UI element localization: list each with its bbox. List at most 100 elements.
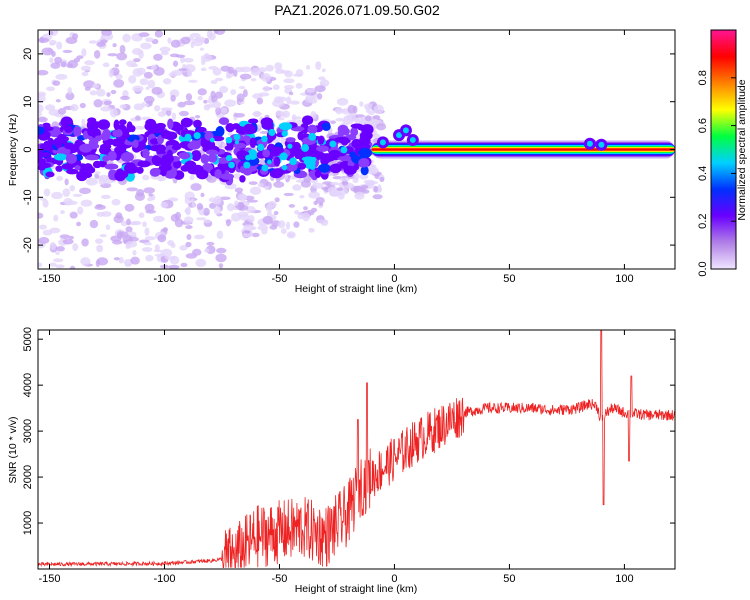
spectrogram-noise-blob: [130, 256, 140, 265]
spectrogram-noise-blob: [142, 221, 147, 228]
spectrogram-noise-blob: [52, 258, 64, 263]
y-tick-label: 2000: [22, 465, 34, 489]
spectrogram-core-blob: [260, 117, 274, 127]
spectrogram-core-blob: [211, 135, 225, 142]
spectrogram-noise-blob: [126, 187, 138, 192]
spectrogram-noise-blob: [42, 199, 49, 208]
y-tick-label: 3000: [22, 419, 34, 443]
spectrogram-noise-blob: [81, 118, 86, 128]
spectrogram-noise-blob: [256, 97, 264, 105]
spectrogram-noise-blob: [288, 204, 296, 208]
spectrogram-core-blob: [218, 117, 230, 125]
spectrogram-noise-blob: [190, 41, 195, 49]
spectrogram-noise-blob: [346, 114, 356, 119]
spectrogram-noise-blob: [105, 224, 111, 231]
spectrogram-bump-core: [586, 140, 593, 147]
spectrogram-noise-blob: [327, 186, 339, 194]
colorbar-tick-label: 0.0: [697, 261, 709, 276]
spectrogram-noise-blob: [48, 262, 57, 267]
spectrogram-noise-blob: [192, 248, 202, 256]
spectrogram-noise-blob: [147, 197, 153, 202]
spectrogram-noise-blob: [200, 67, 207, 72]
spectrogram-noise-blob: [83, 80, 95, 89]
spectrogram-noise-blob: [116, 52, 128, 61]
spectrogram-noise-blob: [141, 102, 146, 108]
spectrogram-noise-blob: [38, 262, 43, 268]
spectrogram-noise-blob: [274, 62, 283, 70]
spectrogram-core-blob: [150, 124, 165, 134]
spectrogram-peak: [340, 146, 348, 154]
spectrogram-noise-blob: [262, 215, 273, 225]
spectrogram-noise-blob: [136, 67, 146, 75]
spectrogram-noise-blob: [144, 227, 150, 236]
spectrogram-core-blob: [328, 149, 341, 159]
spectrogram-noise-blob: [206, 175, 217, 183]
spectrogram-noise-blob: [143, 242, 152, 246]
spectrogram-noise-blob: [306, 88, 316, 93]
x-tick-label: -50: [272, 573, 288, 585]
spectrogram-core-blob: [107, 150, 117, 161]
spectrogram-noise-blob: [96, 244, 104, 253]
spectrogram-peak: [184, 133, 192, 141]
spectrogram-noise-blob: [226, 203, 235, 212]
spectrogram-noise-blob: [135, 115, 141, 121]
spectrogram-core-blob: [76, 170, 88, 182]
spectrogram-noise-blob: [95, 204, 103, 208]
spectrogram-noise-blob: [59, 234, 71, 240]
spectrogram-core-blob: [302, 115, 314, 126]
spectrogram-noise-blob: [238, 86, 246, 90]
spectrogram-noise-blob: [131, 48, 143, 56]
spectrogram-noise-blob: [227, 132, 233, 136]
spectrogram-noise-blob: [81, 71, 89, 77]
spectrogram-noise-blob: [248, 181, 258, 185]
spectrogram-noise-blob: [230, 89, 237, 96]
spectrogram-noise-blob: [38, 93, 46, 103]
spectrogram-noise-blob: [38, 37, 50, 43]
spectrogram-noise-blob: [190, 183, 202, 191]
spectrogram-noise-blob: [375, 123, 387, 131]
spectrogram-noise-blob: [120, 95, 130, 101]
spectrogram-core-blob: [239, 175, 246, 183]
spectrogram-tone-band: [371, 148, 675, 151]
spectrogram-noise-blob: [171, 112, 177, 121]
spectrogram-noise-blob: [215, 253, 227, 263]
spectrogram-noise-blob: [336, 97, 349, 106]
spectrogram-core-blob: [249, 137, 257, 149]
spectrogram-noise-blob: [147, 79, 156, 89]
spectrogram-core-blob: [94, 135, 102, 142]
spectrogram-noise-blob: [96, 88, 106, 97]
spectrogram-noise-blob: [319, 202, 324, 206]
spectrogram-noise-blob: [168, 72, 178, 77]
spectrogram-core-blob: [191, 150, 202, 162]
spectrogram-noise-blob: [196, 217, 206, 221]
spectrogram-noise-blob: [94, 171, 101, 175]
spectrogram-noise-blob: [291, 114, 297, 122]
spectrogram-noise-blob: [234, 187, 244, 193]
spectrogram-noise-blob: [55, 73, 68, 80]
spectrogram-noise-blob: [49, 242, 57, 250]
spectrogram-noise-blob: [196, 202, 204, 211]
spectrogram-core-blob: [92, 160, 102, 169]
spectrogram-peak: [268, 128, 276, 136]
spectrogram-peak: [228, 161, 235, 169]
spectrogram-core-blob: [307, 124, 318, 135]
spectrogram-noise-blob: [110, 235, 122, 242]
spectrogram-noise-blob: [361, 189, 370, 194]
spectrogram-core-blob: [269, 169, 283, 179]
spectrogram-noise-blob: [153, 215, 165, 223]
spectrogram-peak: [234, 140, 239, 145]
spectrogram-noise-blob: [120, 220, 128, 227]
spectrogram-noise-blob: [353, 172, 360, 180]
spectrogram-noise-blob: [208, 197, 217, 203]
spectrogram-core-blob: [111, 138, 121, 147]
spectrogram-noise-blob: [144, 236, 156, 241]
spectrogram-core-blob: [220, 173, 234, 180]
spectrogram-noise-blob: [56, 175, 63, 181]
spectrogram-noise-blob: [341, 180, 349, 186]
spectrogram-noise-blob: [210, 80, 218, 85]
spectrogram-noise-blob: [214, 195, 222, 205]
spectrogram-noise-blob: [167, 37, 172, 44]
spectrogram-noise-blob: [62, 238, 74, 245]
figure-title: PAZ1.2026.071.09.50.G02: [274, 2, 440, 18]
spectrogram-noise-blob: [195, 258, 207, 268]
